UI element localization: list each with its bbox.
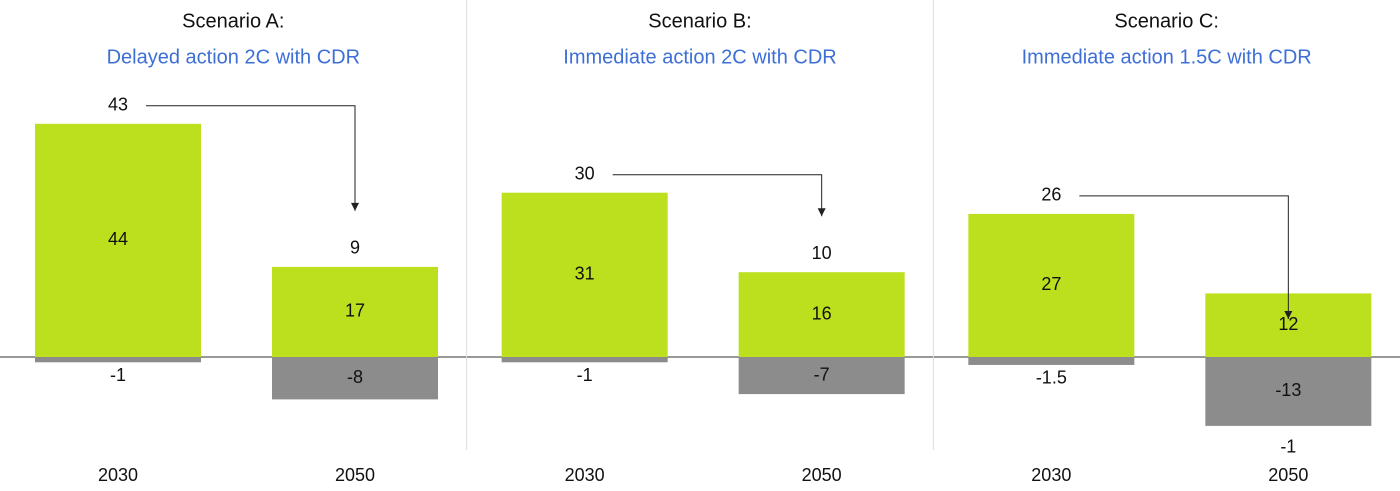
bar	[738, 357, 905, 395]
bar	[272, 266, 438, 357]
bar	[35, 123, 201, 357]
value-label: 27	[1041, 274, 1061, 294]
value-label: 16	[812, 303, 832, 323]
bar	[272, 357, 438, 400]
value-label: -1	[110, 365, 126, 385]
bar	[35, 357, 201, 363]
x-tick-label: 2030	[1031, 465, 1071, 485]
total-label: 30	[575, 163, 595, 183]
x-tick-label: 2050	[802, 465, 842, 485]
bar	[968, 357, 1135, 365]
x-tick-label: 2030	[565, 465, 605, 485]
panel-subtitle: Immediate action 1.5C with CDR	[1022, 46, 1312, 68]
panel-subtitle: Immediate action 2C with CDR	[563, 46, 836, 68]
panel-title: Scenario A:	[182, 10, 284, 32]
bar	[501, 357, 668, 363]
total-label: 43	[108, 95, 128, 115]
total-label: 26	[1041, 185, 1061, 205]
value-label: 12	[1278, 314, 1298, 334]
arrow-line	[146, 105, 356, 211]
x-tick-label: 2050	[335, 465, 375, 485]
bar	[501, 192, 668, 357]
bar	[1205, 357, 1372, 426]
total-label: 9	[350, 238, 360, 258]
value-label: -1	[577, 365, 593, 385]
x-tick-label: 2030	[98, 465, 138, 485]
arrow-head	[817, 208, 826, 217]
arrow-head	[351, 202, 359, 211]
bar	[738, 272, 905, 357]
value-label: -8	[347, 367, 363, 387]
total-label: -1	[1280, 437, 1296, 457]
panel-title: Scenario C:	[1114, 10, 1219, 32]
arrow-line	[612, 174, 823, 217]
arrow-head	[1284, 311, 1293, 319]
x-tick-label: 2050	[1268, 465, 1308, 485]
value-label: -7	[814, 364, 830, 384]
total-label: 10	[812, 243, 832, 263]
value-label: -1.5	[1036, 368, 1067, 388]
panel-title: Scenario B:	[648, 10, 751, 32]
value-label: -13	[1275, 380, 1301, 400]
value-label: 44	[108, 229, 128, 249]
bar	[968, 213, 1135, 357]
value-label: 17	[345, 301, 365, 321]
panel-subtitle: Delayed action 2C with CDR	[107, 46, 360, 68]
arrow-line	[1079, 195, 1289, 319]
value-label: 31	[575, 264, 595, 284]
